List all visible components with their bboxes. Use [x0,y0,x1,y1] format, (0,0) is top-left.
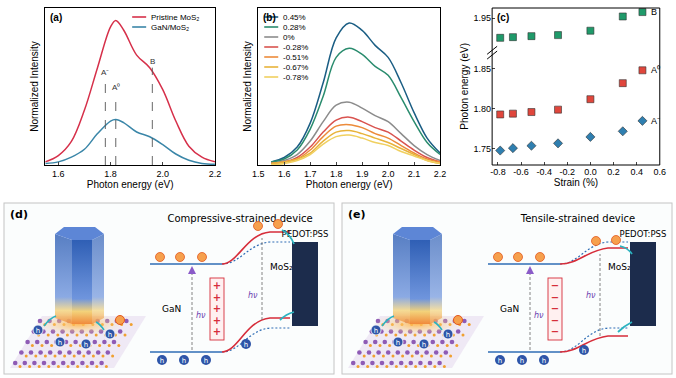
svg-text:1.6: 1.6 [52,169,65,179]
svg-text:+: + [213,326,221,337]
svg-text:-0.51%: -0.51% [283,53,308,62]
svg-text:Photon energy (eV): Photon energy (eV) [87,179,174,190]
svg-text:−: − [551,315,559,326]
svg-text:2.1: 2.1 [408,169,421,179]
svg-text:2.0: 2.0 [382,169,395,179]
svg-text:Tensile-strained device: Tensile-strained device [520,213,635,224]
svg-text:1.75: 1.75 [474,144,492,154]
svg-text:0.4: 0.4 [630,167,643,177]
svg-text:hν: hν [534,311,544,320]
svg-text:0.6: 0.6 [654,167,667,177]
svg-text:+: + [213,303,221,314]
svg-text:1.8: 1.8 [330,169,343,179]
svg-text:PEDOT:PSS: PEDOT:PSS [620,229,667,239]
svg-text:1.7: 1.7 [304,169,317,179]
svg-text:+: + [213,315,221,326]
svg-text:A⁰: A⁰ [651,65,660,75]
svg-text:1.8: 1.8 [104,169,117,179]
svg-text:h: h [520,357,524,365]
svg-text:(d): (d) [10,208,28,221]
svg-text:A⁻: A⁻ [101,68,109,77]
svg-text:h: h [160,357,164,365]
svg-text:Normalized Intensity: Normalized Intensity [29,41,40,132]
svg-text:-0.2: -0.2 [560,167,576,177]
svg-text:2.2: 2.2 [434,169,447,179]
svg-text:+: + [213,292,221,303]
svg-text:-0.28%: -0.28% [283,43,308,52]
svg-text:hν: hν [248,291,258,300]
svg-text:h: h [498,357,502,365]
svg-text:2.2: 2.2 [209,169,222,179]
svg-text:+: + [213,280,221,291]
svg-text:1.85: 1.85 [474,64,492,74]
svg-text:0%: 0% [283,33,295,42]
svg-text:−: − [551,292,559,303]
svg-text:1.6: 1.6 [278,169,291,179]
svg-text:0.2: 0.2 [607,167,620,177]
svg-text:PEDOT:PSS: PEDOT:PSS [281,229,329,239]
svg-text:(a): (a) [50,12,62,23]
svg-text:1.95: 1.95 [474,13,492,23]
svg-text:h: h [58,339,62,347]
svg-text:(e): (e) [348,208,366,221]
svg-text:h: h [396,339,400,347]
svg-text:0.0: 0.0 [584,167,597,177]
svg-text:h: h [204,357,208,365]
svg-text:−: − [551,280,559,291]
svg-text:Pristine MoS₂: Pristine MoS₂ [151,13,199,22]
svg-text:h: h [182,357,186,365]
svg-text:B: B [150,57,155,66]
svg-text:MoS₂: MoS₂ [270,262,293,272]
svg-text:B: B [651,7,657,17]
svg-text:-0.6: -0.6 [513,167,529,177]
svg-text:2.0: 2.0 [157,169,170,179]
svg-text:1.9: 1.9 [356,169,369,179]
svg-text:h: h [84,341,88,349]
svg-text:GaN: GaN [162,304,181,314]
svg-text:h: h [582,347,586,355]
svg-text:h: h [542,357,546,365]
svg-text:Compressive-strained device: Compressive-strained device [167,213,312,224]
svg-text:-0.4: -0.4 [536,167,552,177]
svg-text:Photon energy (eV): Photon energy (eV) [306,179,393,190]
svg-text:h: h [374,327,378,335]
svg-text:−: − [551,303,559,314]
svg-text:h: h [422,341,426,349]
svg-text:Photon energy (eV): Photon energy (eV) [459,43,470,130]
svg-text:GaN/MoS₂: GaN/MoS₂ [151,23,189,32]
svg-text:hν: hν [586,291,596,300]
svg-text:0.28%: 0.28% [283,23,306,32]
svg-text:h: h [244,341,248,349]
svg-text:hν: hν [196,311,206,320]
svg-text:A⁰: A⁰ [112,83,120,92]
svg-text:-0.67%: -0.67% [283,63,308,72]
svg-text:0.45%: 0.45% [283,13,306,22]
svg-text:-0.8: -0.8 [490,167,506,177]
svg-text:-0.78%: -0.78% [283,73,308,82]
svg-text:h: h [446,331,450,339]
svg-text:h: h [36,327,40,335]
svg-text:h: h [108,331,112,339]
svg-text:−: − [551,326,559,337]
svg-text:1.5: 1.5 [252,169,265,179]
svg-text:1.80: 1.80 [474,104,492,114]
svg-text:A⁻: A⁻ [651,116,660,126]
svg-text:GaN: GaN [500,304,519,314]
svg-text:(c): (c) [497,12,509,23]
svg-text:Normalized Intensity: Normalized Intensity [242,41,253,132]
svg-text:Strain (%): Strain (%) [554,177,598,188]
svg-text:MoS₂: MoS₂ [608,262,631,272]
svg-text:(b): (b) [263,12,276,23]
